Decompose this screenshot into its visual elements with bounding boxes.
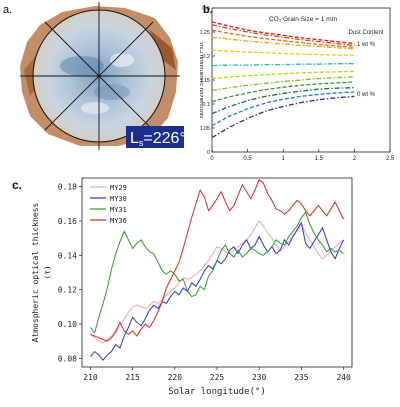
x-tick-label: 0 xyxy=(210,156,214,162)
y-tick-label: 0.25 xyxy=(200,30,210,36)
optical-thickness-chart: 210 215 220 225 230 235 240 0.08 0.10 0.12 0.14 0.1… xyxy=(31,177,353,397)
annotation-1wt: 1 wt % xyxy=(357,42,376,48)
ls-text: Ls=226° xyxy=(130,130,186,148)
x-axis-label: Solar longitude(°) xyxy=(168,387,266,397)
y-tick-label: 0.2 xyxy=(202,54,210,60)
x-tick-label: 220 xyxy=(168,373,183,382)
series-line xyxy=(90,211,344,334)
x-tick-label: 230 xyxy=(252,373,267,382)
frost-streak xyxy=(110,53,134,67)
panel-a: Ls=226° a. xyxy=(0,0,200,150)
series-line xyxy=(90,178,345,342)
y-tick-label: 0.3 xyxy=(202,6,210,12)
series-line xyxy=(211,75,355,92)
annotation-0wt: 0 wt % xyxy=(357,92,376,98)
polar-map: Ls=226° xyxy=(20,2,186,150)
series-line xyxy=(211,29,355,49)
series-line xyxy=(211,21,355,45)
y-axis-label-symbol: (τ) xyxy=(43,265,52,279)
panel-label-c: c. xyxy=(12,178,23,192)
legend-label: MY30 xyxy=(110,195,127,203)
x-tick-label: 215 xyxy=(125,373,140,382)
panel-label-a: a. xyxy=(3,4,13,16)
series-line xyxy=(211,87,355,115)
y-tick-label: 0 xyxy=(207,150,210,156)
x-tick-label: 235 xyxy=(294,373,309,382)
y-tick-label: 0.15 xyxy=(200,78,210,84)
x-tick-label: 225 xyxy=(210,373,225,382)
panel-label-b: b. xyxy=(203,4,213,16)
series-line xyxy=(211,91,355,127)
legend-label: MY29 xyxy=(110,184,127,192)
series-line xyxy=(211,24,355,47)
panel-c: c. 210 215 220 225 230 235 240 0.08 0.10 0.12 0.14… xyxy=(0,170,400,402)
panel-b: b. 0 0.5 1 1.5 2 2.5 0 0.05 0.1 0.15 0.2 0.25 0.3 Nor… xyxy=(199,0,400,174)
frost-streak xyxy=(60,56,104,76)
x-tick-label: 1.5 xyxy=(315,156,324,162)
legend-box xyxy=(86,181,140,227)
x-tick-label: 210 xyxy=(83,373,98,382)
ls-box xyxy=(126,126,184,148)
annotation-dust-content: Dust Content xyxy=(348,30,383,36)
y-tick-label: 0.1 xyxy=(202,102,210,108)
frost-streak xyxy=(81,102,109,114)
meridian-line xyxy=(44,21,154,131)
y-tick-label: 0.16 xyxy=(58,217,77,226)
legend-label: MY31 xyxy=(110,206,127,214)
y-tick-label: 0.12 xyxy=(58,286,77,295)
x-tick-label: 2.5 xyxy=(386,156,395,162)
series-line xyxy=(90,221,345,361)
series-line xyxy=(211,36,355,50)
y-tick-label: 0.08 xyxy=(58,354,77,363)
y-axis-label: Atmospheric optical thickness xyxy=(31,202,40,342)
y-tick-label: 0.10 xyxy=(58,320,77,329)
sublimation-flux-chart: 0 0.5 1 1.5 2 2.5 0 0.05 0.1 0.15 0.2 0.25 0.3 Normal… xyxy=(199,6,395,174)
frost-streak xyxy=(94,84,130,100)
series-line xyxy=(211,95,355,139)
y-tick-label: 0.14 xyxy=(58,251,77,260)
x-tick-label: 240 xyxy=(336,373,351,382)
y-tick-label: 0.05 xyxy=(200,126,210,132)
x-tick-label: 1 xyxy=(282,156,286,162)
x-axis-label: τ xyxy=(294,162,298,165)
series-line xyxy=(211,70,355,80)
series-line xyxy=(211,63,355,67)
series-line xyxy=(211,49,355,57)
y-tick-label: 0.18 xyxy=(58,183,77,192)
x-tick-label: 0.5 xyxy=(243,156,252,162)
x-tick-label: 2 xyxy=(353,156,357,162)
legend: MY29 MY30 MY31 MY36 xyxy=(86,181,140,227)
series-line xyxy=(211,81,355,103)
legend-label: MY36 xyxy=(110,217,127,225)
y-axis-label: Normalized Sublimation Flux xyxy=(200,42,205,118)
dust-patch xyxy=(150,30,176,70)
chart-title: CO₂ Grain Size = 1 mm xyxy=(269,16,337,23)
